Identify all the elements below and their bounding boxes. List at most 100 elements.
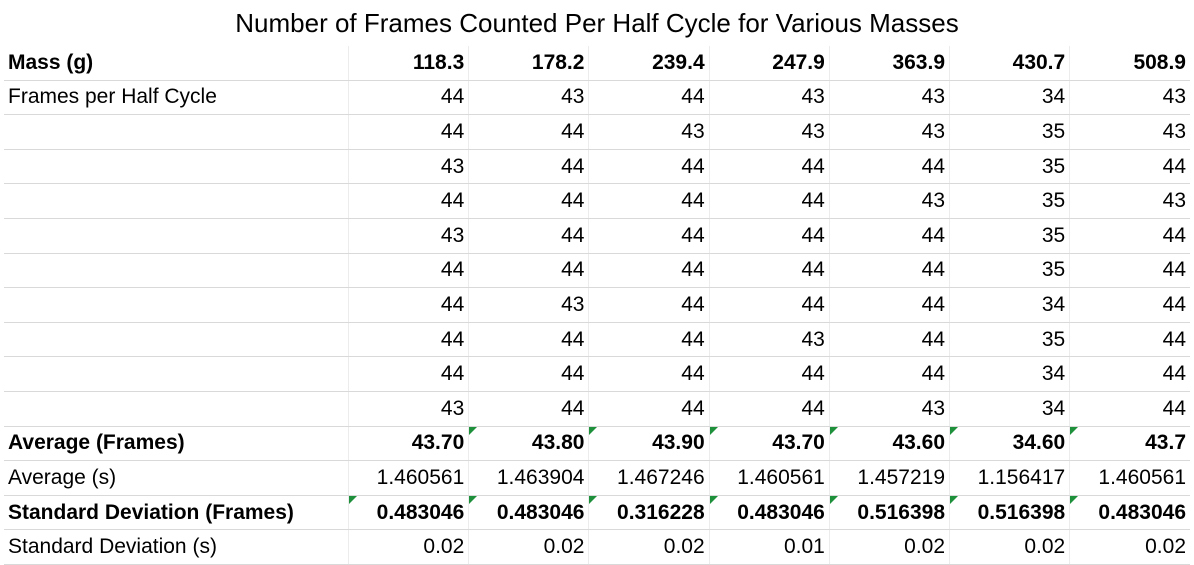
frame-count-cell[interactable]: 43 xyxy=(709,114,830,150)
frame-count-cell[interactable]: 43 xyxy=(588,114,710,150)
frame-count-cell[interactable]: 35 xyxy=(949,218,1071,254)
frame-count-cell[interactable]: 35 xyxy=(949,253,1071,289)
sd-seconds-cell[interactable]: 0.02 xyxy=(348,529,470,565)
frame-count-cell[interactable]: 44 xyxy=(468,356,590,392)
frame-count-cell[interactable]: 35 xyxy=(949,114,1071,150)
frame-count-cell[interactable]: 44 xyxy=(348,287,470,323)
frame-count-cell[interactable]: 44 xyxy=(1069,253,1190,289)
frame-count-cell[interactable]: 44 xyxy=(348,183,470,219)
frame-count-cell[interactable]: 44 xyxy=(468,149,590,185)
sd-seconds-cell[interactable]: 0.02 xyxy=(1069,529,1190,565)
frame-count-cell[interactable]: 44 xyxy=(588,253,710,289)
frame-count-cell[interactable]: 34 xyxy=(949,356,1071,392)
average-seconds-cell[interactable]: 1.156417 xyxy=(949,460,1071,496)
frame-count-cell[interactable]: 44 xyxy=(588,183,710,219)
frame-count-cell[interactable]: 44 xyxy=(1069,218,1190,254)
frame-count-cell[interactable]: 44 xyxy=(468,218,590,254)
frame-count-cell[interactable]: 44 xyxy=(1069,287,1190,323)
frame-count-cell[interactable]: 44 xyxy=(829,287,951,323)
frame-count-cell[interactable]: 44 xyxy=(468,183,590,219)
frame-count-cell[interactable]: 44 xyxy=(1069,391,1190,427)
frame-count-cell[interactable]: 44 xyxy=(468,322,590,358)
frame-count-cell[interactable]: 44 xyxy=(348,356,470,392)
frame-count-cell[interactable]: 43 xyxy=(829,183,951,219)
frame-count-cell[interactable]: 43 xyxy=(348,218,470,254)
sd-seconds-cell[interactable]: 0.02 xyxy=(588,529,710,565)
frame-count-cell[interactable]: 44 xyxy=(588,356,710,392)
frame-count-cell[interactable]: 35 xyxy=(949,183,1071,219)
average-frames-cell[interactable]: 43.70 xyxy=(709,426,830,462)
row-label[interactable]: Standard Deviation (s) xyxy=(4,529,350,565)
frame-count-cell[interactable]: 43 xyxy=(1069,80,1190,116)
frame-count-cell[interactable]: 43 xyxy=(829,114,951,150)
average-seconds-cell[interactable]: 1.463904 xyxy=(468,460,590,496)
sd-seconds-cell[interactable]: 0.02 xyxy=(468,529,590,565)
frame-count-cell[interactable]: 44 xyxy=(1069,149,1190,185)
frame-count-cell[interactable]: 43 xyxy=(348,391,470,427)
sd-frames-cell[interactable]: 0.316228 xyxy=(588,495,710,531)
header-label[interactable]: Mass (g) xyxy=(4,46,350,81)
frame-count-cell[interactable]: 44 xyxy=(468,253,590,289)
average-frames-cell[interactable]: 34.60 xyxy=(949,426,1071,462)
mass-header-cell[interactable]: 508.9 xyxy=(1069,46,1190,81)
row-label[interactable] xyxy=(4,322,350,358)
frame-count-cell[interactable]: 44 xyxy=(348,322,470,358)
frame-count-cell[interactable]: 44 xyxy=(709,356,830,392)
mass-header-cell[interactable]: 118.3 xyxy=(348,46,470,81)
sd-frames-cell[interactable]: 0.483046 xyxy=(1069,495,1190,531)
frame-count-cell[interactable]: 43 xyxy=(1069,114,1190,150)
frame-count-cell[interactable]: 43 xyxy=(468,80,590,116)
row-label[interactable]: Average (s) xyxy=(4,460,350,496)
row-label[interactable] xyxy=(4,356,350,392)
row-label[interactable]: Standard Deviation (Frames) xyxy=(4,495,350,531)
average-seconds-cell[interactable]: 1.460561 xyxy=(1069,460,1190,496)
frame-count-cell[interactable]: 44 xyxy=(709,253,830,289)
frame-count-cell[interactable]: 44 xyxy=(468,114,590,150)
frame-count-cell[interactable]: 44 xyxy=(709,218,830,254)
mass-header-cell[interactable]: 178.2 xyxy=(468,46,590,81)
row-label[interactable] xyxy=(4,391,350,427)
row-label[interactable]: Average (Frames) xyxy=(4,426,350,462)
sd-frames-cell[interactable]: 0.516398 xyxy=(829,495,951,531)
average-frames-cell[interactable]: 43.80 xyxy=(468,426,590,462)
frame-count-cell[interactable]: 35 xyxy=(949,322,1071,358)
frame-count-cell[interactable]: 44 xyxy=(1069,322,1190,358)
frame-count-cell[interactable]: 44 xyxy=(829,253,951,289)
average-frames-cell[interactable]: 43.70 xyxy=(348,426,470,462)
frame-count-cell[interactable]: 44 xyxy=(829,149,951,185)
frame-count-cell[interactable]: 44 xyxy=(588,149,710,185)
frame-count-cell[interactable]: 43 xyxy=(709,80,830,116)
row-label[interactable] xyxy=(4,253,350,289)
frame-count-cell[interactable]: 43 xyxy=(829,391,951,427)
frame-count-cell[interactable]: 43 xyxy=(709,322,830,358)
row-label[interactable] xyxy=(4,287,350,323)
frame-count-cell[interactable]: 34 xyxy=(949,80,1071,116)
frame-count-cell[interactable]: 43 xyxy=(1069,183,1190,219)
sd-frames-cell[interactable]: 0.483046 xyxy=(468,495,590,531)
row-label[interactable] xyxy=(4,218,350,254)
average-frames-cell[interactable]: 43.90 xyxy=(588,426,710,462)
frame-count-cell[interactable]: 44 xyxy=(709,149,830,185)
frame-count-cell[interactable]: 44 xyxy=(1069,356,1190,392)
mass-header-cell[interactable]: 247.9 xyxy=(709,46,830,81)
frame-count-cell[interactable]: 43 xyxy=(348,149,470,185)
frame-count-cell[interactable]: 44 xyxy=(829,322,951,358)
frame-count-cell[interactable]: 34 xyxy=(949,391,1071,427)
row-label[interactable] xyxy=(4,183,350,219)
frame-count-cell[interactable]: 44 xyxy=(348,253,470,289)
average-seconds-cell[interactable]: 1.467246 xyxy=(588,460,710,496)
row-label[interactable]: Frames per Half Cycle xyxy=(4,80,350,116)
frame-count-cell[interactable]: 34 xyxy=(949,287,1071,323)
average-seconds-cell[interactable]: 1.460561 xyxy=(348,460,470,496)
sd-frames-cell[interactable]: 0.483046 xyxy=(709,495,830,531)
sd-seconds-cell[interactable]: 0.02 xyxy=(949,529,1071,565)
frame-count-cell[interactable]: 44 xyxy=(588,287,710,323)
frame-count-cell[interactable]: 44 xyxy=(348,80,470,116)
sd-seconds-cell[interactable]: 0.02 xyxy=(829,529,951,565)
frame-count-cell[interactable]: 44 xyxy=(588,80,710,116)
average-seconds-cell[interactable]: 1.460561 xyxy=(709,460,830,496)
sd-seconds-cell[interactable]: 0.01 xyxy=(709,529,830,565)
frame-count-cell[interactable]: 43 xyxy=(829,80,951,116)
mass-header-cell[interactable]: 430.7 xyxy=(949,46,1071,81)
frame-count-cell[interactable]: 44 xyxy=(829,218,951,254)
